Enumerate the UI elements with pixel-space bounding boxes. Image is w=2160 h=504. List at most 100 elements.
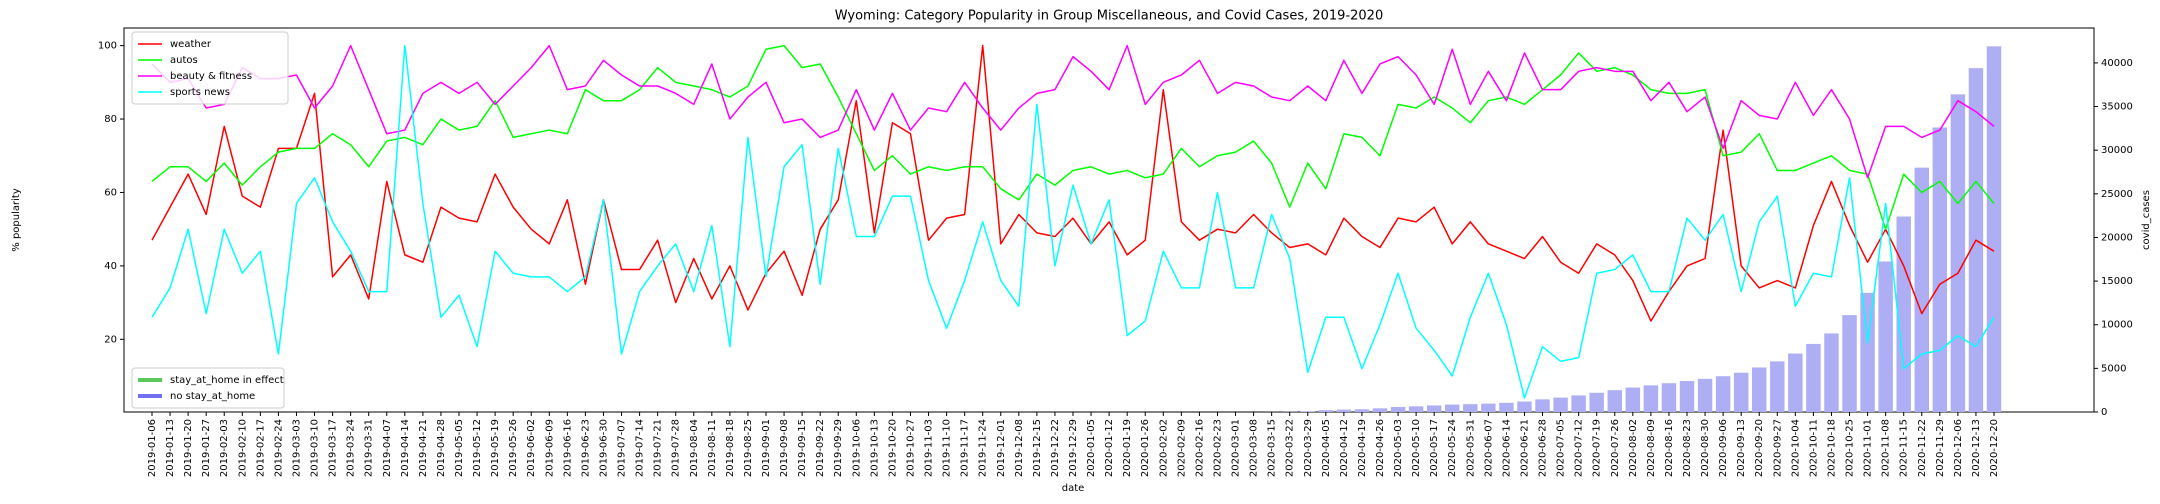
x-tick-label: 2019-01-13 xyxy=(165,419,176,477)
x-tick-label: 2020-05-17 xyxy=(1429,419,1440,477)
x-tick-label: 2019-06-02 xyxy=(526,419,537,477)
x-tick-label: 2019-08-11 xyxy=(707,419,718,477)
x-tick-label: 2019-07-21 xyxy=(653,419,664,477)
x-tick-label: 2020-07-12 xyxy=(1574,419,1585,477)
y-tick-label: 100 xyxy=(98,41,117,52)
y2-axis-label: covid_cases xyxy=(2141,190,2152,250)
bar xyxy=(1932,127,1948,412)
x-tick-label: 2019-08-04 xyxy=(689,419,700,477)
bar xyxy=(1571,395,1586,412)
legend-label: no stay_at_home xyxy=(170,391,255,402)
x-tick-label: 2019-09-22 xyxy=(815,419,826,477)
x-tick-label: 2019-10-06 xyxy=(851,419,862,477)
x-tick-label: 2020-04-19 xyxy=(1357,419,1368,477)
bar xyxy=(1372,408,1388,412)
x-tick-label: 2020-07-05 xyxy=(1556,419,1567,477)
x-tick-label: 2020-02-09 xyxy=(1176,419,1187,477)
x-tick-label: 2020-12-06 xyxy=(1953,419,1964,477)
x-tick-label: 2019-06-30 xyxy=(598,419,609,477)
x-tick-label: 2019-08-18 xyxy=(725,419,736,477)
x-tick-label: 2020-08-09 xyxy=(1646,419,1657,477)
x-tick-label: 2019-12-01 xyxy=(996,419,1007,477)
bar xyxy=(1914,167,1929,412)
x-tick-label: 2020-07-19 xyxy=(1592,419,1603,477)
bar xyxy=(1589,392,1604,412)
bar xyxy=(1607,390,1622,412)
y-axis-label: % popularity xyxy=(11,188,22,252)
x-tick-label: 2019-09-29 xyxy=(833,419,844,477)
x-tick-label: 2019-05-12 xyxy=(472,419,483,477)
x-tick-label: 2019-04-14 xyxy=(400,419,411,477)
x-tick-label: 2020-08-23 xyxy=(1682,419,1693,477)
x-tick-label: 2020-08-30 xyxy=(1700,419,1711,477)
x-tick-label: 2020-05-31 xyxy=(1465,419,1476,477)
y-tick-label: 40 xyxy=(104,261,117,272)
x-tick-label: 2019-09-08 xyxy=(779,419,790,477)
x-tick-label: 2020-05-24 xyxy=(1447,419,1458,477)
legend-label: weather xyxy=(170,39,212,50)
x-tick-label: 2020-04-26 xyxy=(1375,419,1386,477)
legend-box xyxy=(131,367,285,409)
x-tick-label: 2019-06-09 xyxy=(544,419,555,477)
x-tick-label: 2019-04-21 xyxy=(418,419,429,477)
y-tick-label: 20 xyxy=(104,334,117,345)
bar xyxy=(1553,397,1568,412)
bar xyxy=(1788,353,1803,412)
bar xyxy=(1896,216,1911,412)
x-tick-label: 2019-11-03 xyxy=(924,419,935,477)
x-tick-label: 2019-07-28 xyxy=(671,419,682,477)
x-tick-label: 2019-03-31 xyxy=(364,419,375,477)
x-tick-label: 2020-01-19 xyxy=(1122,419,1133,477)
bar xyxy=(1354,409,1370,412)
x-tick-label: 2020-08-16 xyxy=(1664,419,1675,477)
x-tick-label: 2020-03-29 xyxy=(1303,419,1314,477)
bar xyxy=(1733,372,1749,412)
x-tick-label: 2019-12-15 xyxy=(1032,419,1043,477)
x-tick-label: 2019-12-22 xyxy=(1050,419,1061,477)
x-tick-label: 2020-06-07 xyxy=(1483,419,1494,477)
x-tick-label: 2020-03-08 xyxy=(1249,419,1260,477)
x-tick-label: 2020-03-22 xyxy=(1285,419,1296,477)
bar xyxy=(1643,385,1659,412)
x-tick-label: 2019-09-15 xyxy=(797,419,808,477)
x-tick-label: 2020-02-16 xyxy=(1194,419,1205,477)
x-tick-label: 2020-03-01 xyxy=(1231,419,1242,477)
x-tick-label: 2019-10-27 xyxy=(905,419,916,477)
x-tick-label: 2019-08-25 xyxy=(743,419,754,477)
line xyxy=(151,44,1995,230)
y2-tick-label: 5000 xyxy=(2101,363,2126,374)
bar xyxy=(1679,381,1695,412)
x-tick-label: 2019-12-08 xyxy=(1014,419,1025,477)
x-tick-label: 2020-03-15 xyxy=(1267,419,1278,477)
legend-box xyxy=(131,31,289,105)
bar xyxy=(1878,261,1893,412)
bar xyxy=(1661,383,1677,412)
x-tick-label: 2019-10-20 xyxy=(887,419,898,477)
bar xyxy=(1318,410,1334,412)
x-axis-label: date xyxy=(1062,483,1085,494)
chart-title: Wyoming: Category Popularity in Group Mi… xyxy=(835,9,1383,24)
x-tick-label: 2019-04-28 xyxy=(436,419,447,477)
x-tick-label: 2019-02-10 xyxy=(237,419,248,477)
x-tick-label: 2020-04-05 xyxy=(1321,419,1332,477)
x-tick-label: 2019-03-17 xyxy=(328,419,339,477)
bar xyxy=(1860,292,1875,412)
legend-label: autos xyxy=(170,55,198,66)
x-tick-label: 2019-06-23 xyxy=(580,419,591,477)
x-tick-label: 2019-02-17 xyxy=(255,419,266,477)
bar xyxy=(1715,376,1731,412)
x-tick-label: 2019-09-01 xyxy=(761,419,772,477)
x-tick-label: 2019-01-27 xyxy=(201,419,212,477)
line xyxy=(151,44,1995,399)
x-tick-label: 2020-11-15 xyxy=(1899,419,1910,477)
legend-label: sports news xyxy=(170,87,230,98)
bar xyxy=(1481,403,1496,412)
x-tick-label: 2020-06-28 xyxy=(1538,419,1549,477)
x-tick-label: 2020-11-22 xyxy=(1917,419,1928,477)
y2-tick-label: 30000 xyxy=(2101,145,2133,156)
x-tick-label: 2020-02-02 xyxy=(1158,419,1169,477)
bar xyxy=(1535,399,1550,412)
x-tick-label: 2020-01-12 xyxy=(1104,419,1115,477)
x-tick-label: 2020-05-10 xyxy=(1411,419,1422,477)
x-tick-label: 2020-11-01 xyxy=(1863,419,1874,477)
